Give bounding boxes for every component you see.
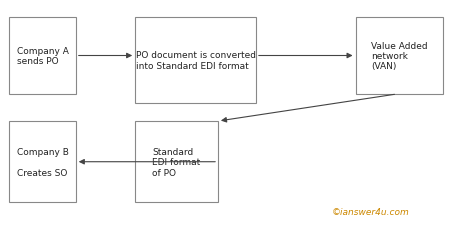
Bar [9, 122, 76, 202]
Bar [9, 18, 76, 94]
Text: PO document is converted
into Standard EDI format: PO document is converted into Standard E… [136, 51, 255, 70]
Text: Value Added
network
(VAN): Value Added network (VAN) [371, 41, 428, 71]
Bar [356, 18, 443, 94]
Text: Company B

Creates SO: Company B Creates SO [17, 147, 69, 177]
Bar [135, 18, 256, 104]
Bar [135, 122, 218, 202]
Text: ©ianswer4u.com: ©ianswer4u.com [332, 207, 410, 216]
Text: Company A
sends PO: Company A sends PO [17, 47, 69, 66]
Text: Standard
EDI format
of PO: Standard EDI format of PO [153, 147, 201, 177]
